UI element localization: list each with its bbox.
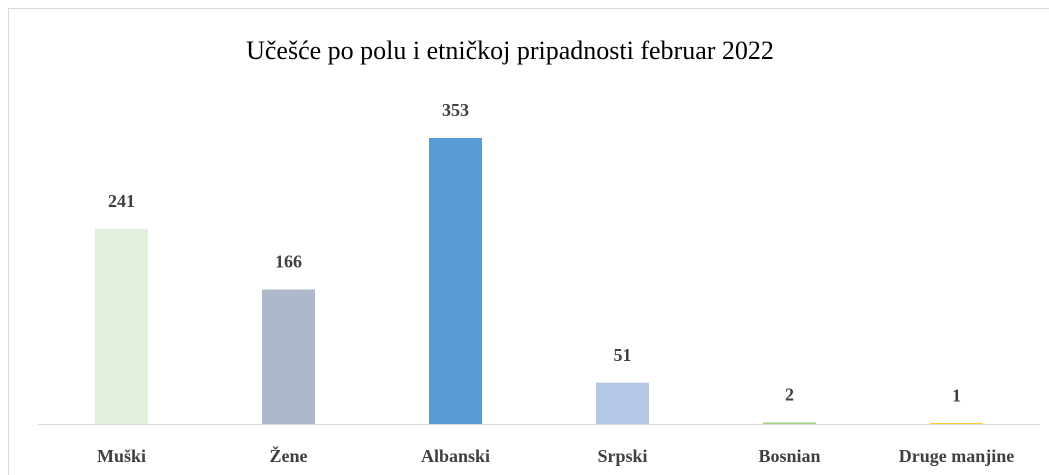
bar [262, 289, 315, 424]
data-label: 1 [952, 385, 961, 405]
bar [596, 382, 649, 424]
x-tick-label: Bosnian [758, 446, 820, 466]
bar [95, 228, 148, 424]
data-label: 2 [785, 385, 794, 405]
data-label: 241 [108, 191, 135, 211]
x-tick-label: Muški [97, 446, 146, 466]
x-tick-label: Albanski [421, 446, 490, 466]
x-tick-label: Srpski [597, 446, 647, 466]
data-label: 51 [614, 345, 632, 365]
x-tick-label: Žene [270, 445, 308, 466]
x-tick-label: Druge manjine [899, 446, 1015, 466]
chart-title: Učešće po polu i etničkoj pripadnosti fe… [246, 36, 774, 65]
data-label: 353 [442, 100, 469, 120]
bar [429, 138, 482, 424]
chart-frame [8, 8, 1049, 475]
bar [763, 422, 816, 424]
data-label: 166 [275, 252, 302, 272]
bar [930, 423, 983, 424]
